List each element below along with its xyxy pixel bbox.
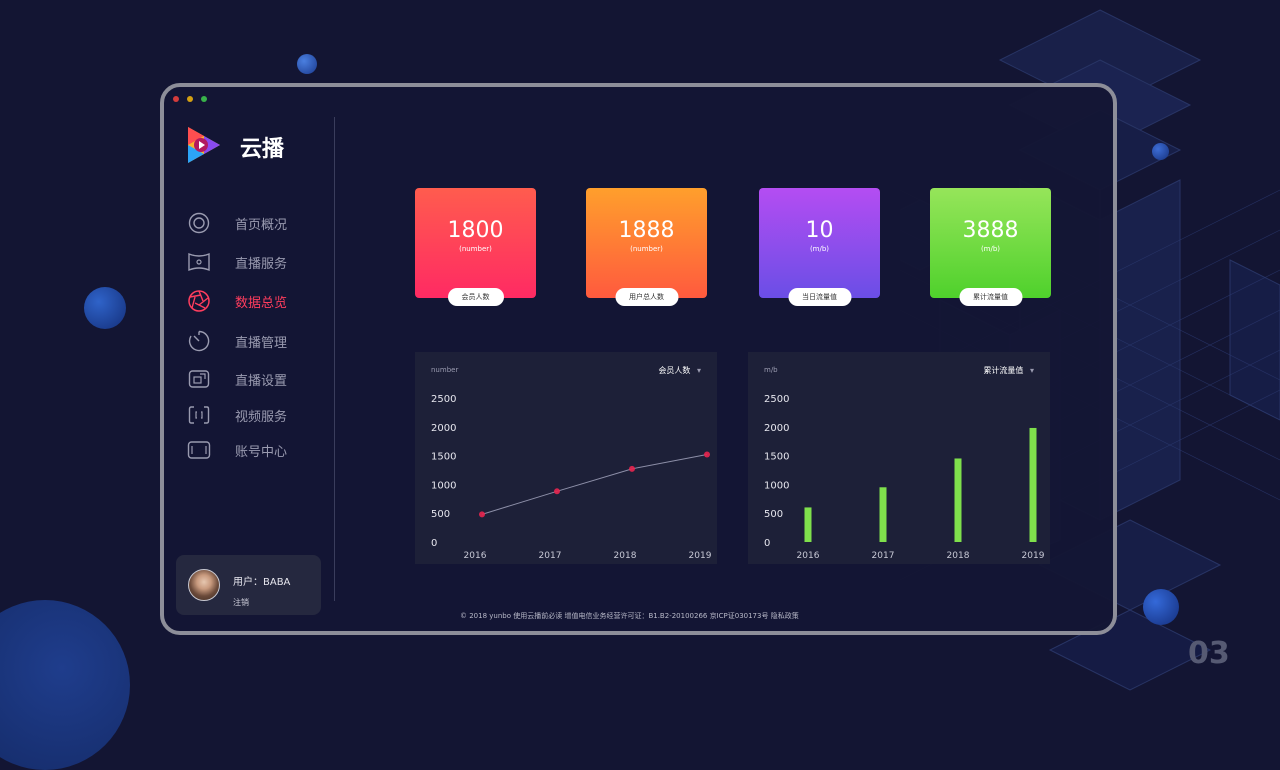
timer-icon [186,328,212,354]
stat-tag: 当日流量值 [788,288,851,306]
app-window: 云播 首页概况 直播服务 数据总览 直播管理 [160,83,1117,635]
stat-card-total-users[interactable]: 1888 (number) 用户总人数 [586,188,707,306]
nav-label: 直播管理 [235,335,288,351]
stat-card-daily-traffic[interactable]: 10 (m/b) 当日流量值 [759,188,880,306]
chart-selector-label: 累计流量值 [983,366,1024,375]
nav-label: 直播设置 [235,373,288,389]
y-tick-label: 1000 [764,480,789,491]
bar-chart-plot: 0 500 1000 1500 2000 2500 2016 2017 2018 2019 [764,394,1045,561]
chart-selector[interactable]: 会员人数 ▾ [658,365,701,376]
user-name: 用户：BABA [233,577,291,588]
stat-tag: 用户总人数 [615,288,678,306]
avatar[interactable] [188,569,220,601]
stat-value: 3888 [962,218,1019,243]
aperture-icon [186,288,212,314]
y-tick-label: 500 [764,509,783,520]
stat-card-members[interactable]: 1800 (number) 会员人数 [415,188,536,306]
logout-link[interactable]: 注销 [233,598,249,607]
stat-unit: (number) [630,245,663,253]
background-orb [1152,143,1169,160]
line-point[interactable] [629,465,635,472]
y-tick-label: 0 [431,538,437,549]
caret-down-icon: ▾ [1029,366,1034,375]
x-tick-label: 2017 [872,551,895,561]
stat-value: 10 [805,218,834,243]
app-title: 云播 [240,137,285,162]
stat-value: 1888 [618,218,675,243]
nav-label: 视频服务 [235,409,288,425]
y-tick-label: 1500 [764,452,789,463]
line-point[interactable] [704,451,710,458]
chart-unit-label: m/b [764,366,778,374]
chart-selector[interactable]: 累计流量值 ▾ [983,365,1034,376]
stat-tag: 会员人数 [447,288,504,306]
background-orb [84,287,126,329]
bar[interactable] [1029,427,1037,542]
stat-value: 1800 [447,218,504,243]
window-controls [173,96,207,102]
x-tick-label: 2016 [464,551,487,561]
chart-selector-label: 会员人数 [658,366,691,375]
account-frame-icon [186,437,212,463]
sidebar-divider [334,117,335,601]
nav-item-data-overview[interactable]: 数据总览 [186,288,287,314]
y-tick-label: 2500 [764,394,789,405]
nav-item-home[interactable]: 首页概况 [186,210,287,236]
bar[interactable] [804,507,812,542]
nav-item-live-settings[interactable]: 直播设置 [186,366,287,392]
nav-label: 账号中心 [235,444,288,460]
member-count-chart: number 会员人数 ▾ 0 500 1000 1500 2000 2500 2016 20… [415,352,717,564]
line-point[interactable] [554,488,560,495]
screen-icon [186,249,212,275]
bar[interactable] [879,487,887,542]
y-tick-label: 1000 [431,480,456,491]
nav-item-live-manage[interactable]: 直播管理 [186,328,287,354]
external-window-icon [186,366,212,392]
nav-item-account[interactable]: 账号中心 [186,437,287,463]
stat-unit: (m/b) [980,245,1001,253]
x-tick-label: 2019 [1022,551,1045,561]
minimize-dot[interactable] [187,96,193,102]
line-series [481,453,708,515]
stat-unit: (m/b) [809,245,830,253]
x-tick-label: 2016 [797,551,820,561]
nav-item-live-service[interactable]: 直播服务 [186,249,287,275]
slide-number: 03 [1188,636,1230,671]
footer-text: © 2018 yunbo 使用云播前必读 增值电信业务经营许可证：B1.B2-2… [460,612,799,620]
maximize-dot[interactable] [201,96,207,102]
y-tick-label: 500 [431,509,450,520]
nav-item-video-service[interactable]: 视频服务 [186,402,287,428]
user-card: 用户：BABA 注销 [176,555,321,615]
nav-label: 数据总览 [235,295,288,311]
target-icon [186,210,212,236]
x-tick-label: 2019 [689,551,712,561]
scan-frame-icon [186,402,212,428]
background-orb [0,600,130,770]
y-tick-label: 1500 [431,452,456,463]
x-tick-label: 2018 [947,551,970,561]
stat-card-total-traffic[interactable]: 3888 (m/b) 累计流量值 [930,188,1051,306]
x-tick-label: 2017 [539,551,562,561]
bar[interactable] [954,458,962,542]
x-tick-label: 2018 [614,551,637,561]
line-point[interactable] [479,511,485,518]
background-orb [297,54,317,74]
nav-label: 直播服务 [235,256,288,272]
stat-tag: 累计流量值 [959,288,1022,306]
y-tick-label: 2000 [764,423,789,434]
nav-label: 首页概况 [235,217,288,233]
stat-unit: (number) [459,245,492,253]
background-orb [1143,589,1179,625]
traffic-chart: m/b 累计流量值 ▾ 0 500 1000 1500 2000 2500 2016 2017… [748,352,1050,564]
sidebar: 云播 首页概况 直播服务 数据总览 直播管理 [164,87,334,631]
close-dot[interactable] [173,96,179,102]
line-chart-plot: 0 500 1000 1500 2000 2500 2016 2017 2018 2019 [431,394,712,561]
chart-unit-label: number [431,366,459,374]
y-tick-label: 2000 [431,423,456,434]
caret-down-icon: ▾ [696,366,701,375]
y-tick-label: 0 [764,538,770,549]
y-tick-label: 2500 [431,394,456,405]
app-logo-icon [186,125,222,169]
